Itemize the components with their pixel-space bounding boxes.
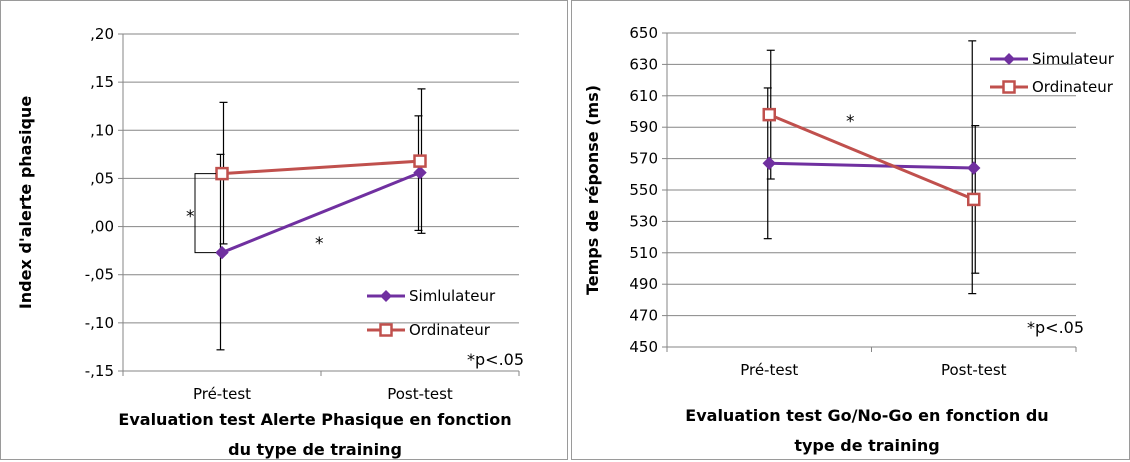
y-tick-label: ,10 xyxy=(90,121,114,139)
significance-note: *p<.05 xyxy=(467,350,524,369)
significance-star: * xyxy=(846,112,855,132)
chart-panel-alerte-phasique: -,15 -,10 -,05 ,00 ,05 ,10 ,15 ,20 Pré-test Post-… xyxy=(0,0,568,460)
x-axis-title-line: Evaluation test Go/No-Go en fonction du xyxy=(685,406,1048,425)
chart-go-no-go: 450 470 490 510 530 550 570 590 610 630 650 Pré-tes… xyxy=(583,24,1115,455)
significance-note: *p<.05 xyxy=(1027,318,1084,337)
y-tick-label: -,15 xyxy=(85,362,114,380)
y-tick-label: 610 xyxy=(629,87,658,105)
y-tick-label: 530 xyxy=(629,212,658,230)
legend-label: Ordinateur xyxy=(409,321,491,339)
y-tick-label: 470 xyxy=(629,307,658,325)
series-line-1 xyxy=(221,159,421,176)
x-axis-title-line: du type de training xyxy=(228,440,402,459)
x-tick-label: Post-test xyxy=(387,385,453,403)
y-tick-label: ,15 xyxy=(90,73,114,91)
y-tick-label: 570 xyxy=(629,150,658,168)
chart-alerte-phasique: -,15 -,10 -,05 ,00 ,05 ,10 ,15 ,20 Pré-test Post-… xyxy=(16,25,524,459)
y-axis-title: Temps de réponse (ms) xyxy=(583,85,602,295)
y-tick-label: 590 xyxy=(629,118,658,136)
y-tick-label: 650 xyxy=(629,24,658,42)
x-axis-title-line: Evaluation test Alerte Phasique en fonct… xyxy=(118,410,511,429)
series-line-0 xyxy=(769,161,974,170)
data-point-square xyxy=(967,192,981,207)
legend-marker-square xyxy=(1002,80,1016,94)
data-point-square xyxy=(215,166,229,181)
data-point-diamond xyxy=(215,245,229,260)
legend-label: Ordinateur xyxy=(1032,78,1114,96)
legend-marker-diamond xyxy=(380,290,392,302)
data-point-square xyxy=(413,154,427,168)
series-line-1 xyxy=(768,113,975,201)
significance-star: * xyxy=(315,234,324,254)
y-tick-label: 550 xyxy=(629,181,658,199)
y-tick-label: 510 xyxy=(629,244,658,262)
y-tick-label: ,05 xyxy=(90,169,114,187)
series-line-0 xyxy=(221,171,421,254)
x-axis-title-line: type de training xyxy=(794,436,939,455)
y-tick-label: 450 xyxy=(629,338,658,356)
data-point-diamond xyxy=(413,165,427,180)
bracket-star: * xyxy=(186,207,195,227)
data-point-diamond xyxy=(967,161,981,175)
y-tick-label: ,20 xyxy=(90,25,114,43)
y-tick-label: -,10 xyxy=(85,314,114,332)
legend-marker-square xyxy=(379,323,393,337)
legend-label: Simlulateur xyxy=(409,287,496,305)
y-tick-label: 630 xyxy=(629,55,658,73)
x-tick-label: Pré-test xyxy=(740,361,798,379)
data-point-diamond xyxy=(762,156,776,171)
significance-bracket xyxy=(194,173,216,254)
y-tick-label: ,00 xyxy=(90,218,114,236)
legend-marker-diamond xyxy=(1003,53,1015,65)
y-tick-label: 490 xyxy=(629,275,658,293)
legend-label: Simulateur xyxy=(1032,50,1115,68)
data-point-square xyxy=(762,107,776,122)
chart-panel-go-no-go: 450 470 490 510 530 550 570 590 610 630 650 Pré-tes… xyxy=(571,0,1130,460)
x-tick-label: Post-test xyxy=(941,361,1007,379)
y-tick-label: -,05 xyxy=(85,266,114,284)
x-tick-label: Pré-test xyxy=(193,385,251,403)
y-axis-title: Index d'alerte phasique xyxy=(16,96,35,309)
